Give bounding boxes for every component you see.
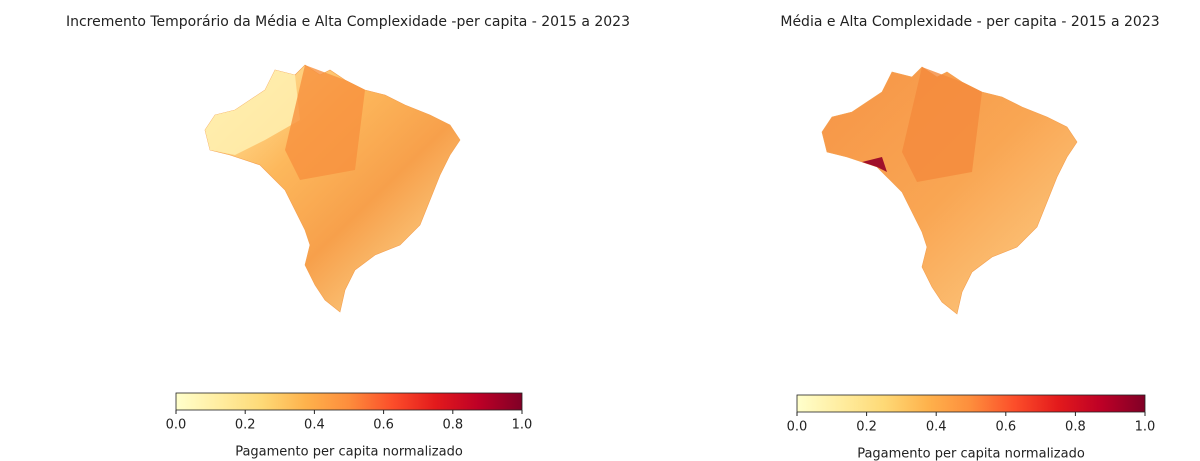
map-title: Média e Alta Complexidade - per capita -… bbox=[780, 14, 1159, 30]
tick-label: 1.0 bbox=[1135, 420, 1156, 435]
tick-label: 0.0 bbox=[166, 418, 187, 433]
map-title: Incremento Temporário da Média e Alta Co… bbox=[66, 14, 630, 30]
map-brazil bbox=[204, 64, 461, 313]
tick-label: 0.6 bbox=[373, 418, 394, 433]
colorbar bbox=[796, 394, 1146, 413]
tick-label: 0.6 bbox=[995, 420, 1016, 435]
tick-label: 0.2 bbox=[856, 420, 877, 435]
colorbar bbox=[175, 392, 523, 411]
tick-label: 0.8 bbox=[442, 418, 463, 433]
tick-label: 0.0 bbox=[787, 420, 808, 435]
tick-label: 0.8 bbox=[1065, 420, 1086, 435]
tick-label: 0.2 bbox=[235, 418, 256, 433]
colorbar-label: Pagamento per capita normalizado bbox=[235, 445, 463, 460]
colorbar-label: Pagamento per capita normalizado bbox=[857, 447, 1085, 461]
tick-label: 0.4 bbox=[304, 418, 325, 433]
tick-label: 0.4 bbox=[926, 420, 947, 435]
map-brazil bbox=[821, 66, 1078, 315]
tick-label: 1.0 bbox=[512, 418, 533, 433]
